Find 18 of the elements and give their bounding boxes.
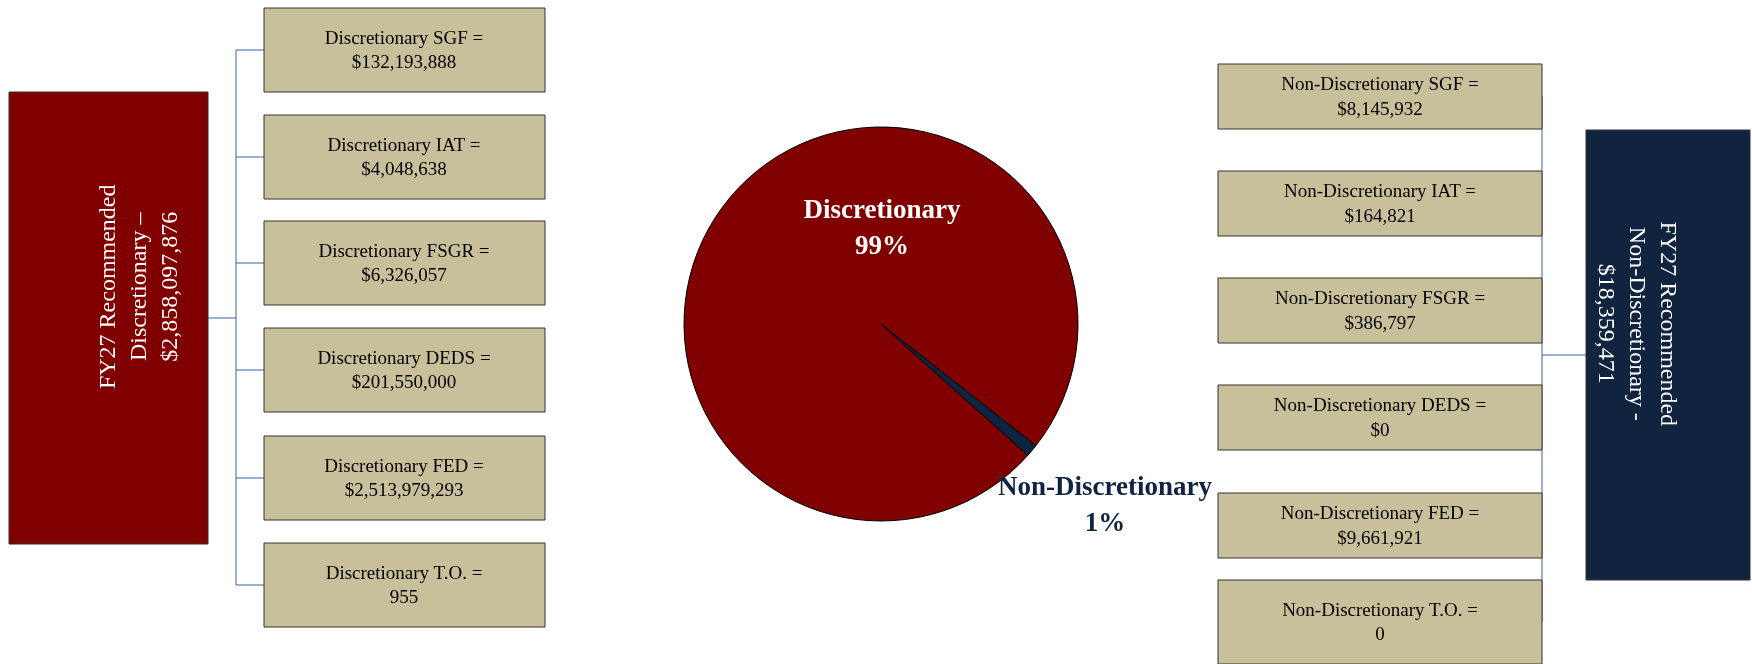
slice-label: Discretionary [803, 194, 961, 225]
text: Non-Discretionary IAT = $164,821 [1284, 180, 1476, 226]
data-label: 1% [1084, 506, 1126, 537]
text: Discretionary SGF = $132,193,888 [324, 26, 484, 73]
text: Discretionary IAT = $4,048,638 [327, 133, 481, 180]
text: Discretionary DEDS = $201,550,000 [317, 346, 491, 393]
text: Non-Discretionary T.O. = 0 [1282, 598, 1478, 645]
text: FY27 Recommended Non-Discretionary - $18,359,471 [1593, 221, 1682, 427]
text: Discretionary FED = $2,513,979,293 [324, 454, 484, 501]
text: Non-Discretionary FED = $9,661,921 [1280, 502, 1480, 548]
text: Non-Discretionary DEDS = $0 [1273, 394, 1487, 440]
text: Discretionary T.O. = 955 [325, 561, 483, 608]
text: Non-Discretionary SGF = $8,145,932 [1281, 73, 1479, 119]
text: Discretionary FSGR = $6,326,057 [318, 239, 490, 286]
text: Non-Discretionary FSGR = $386,797 [1274, 287, 1486, 333]
text: FY27 Recommended Discretionary – $2,858,097,876 [94, 184, 183, 390]
data-label: 99% [855, 229, 909, 260]
slice-label: Non-Discretionary [998, 471, 1213, 502]
